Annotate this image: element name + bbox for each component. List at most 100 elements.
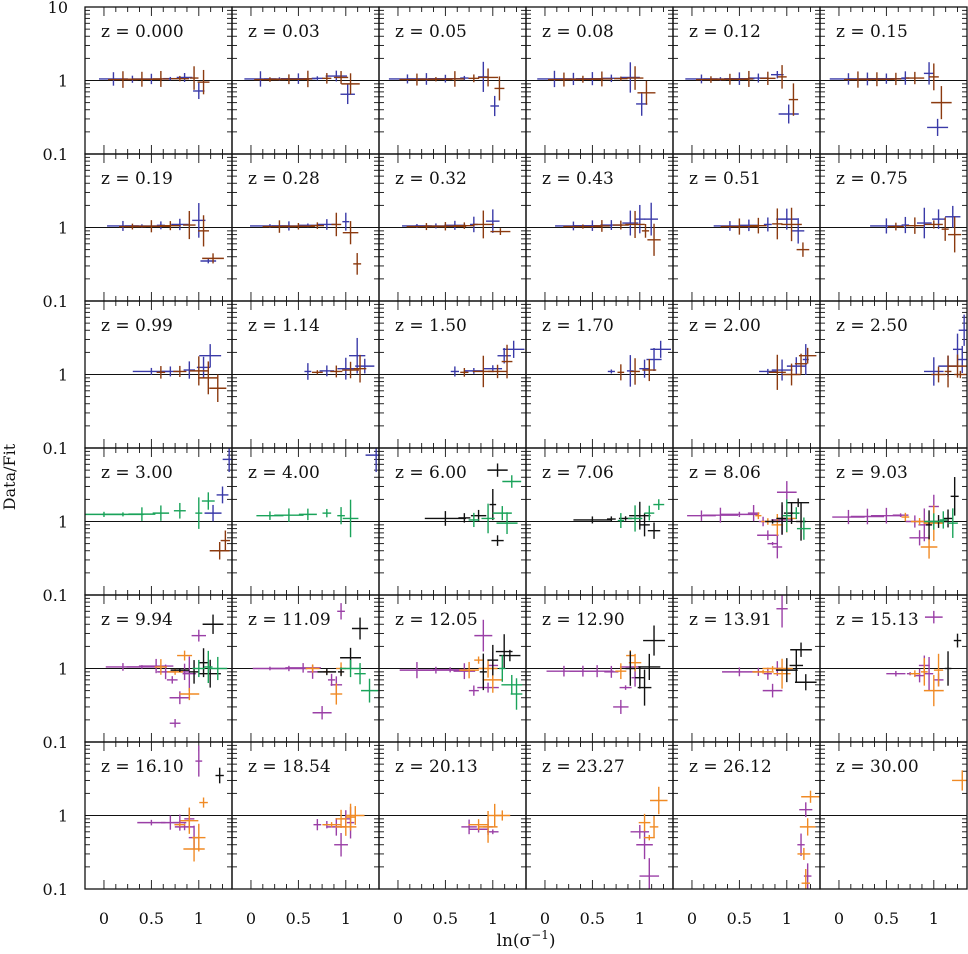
- data-point: [923, 675, 944, 707]
- data-point: [702, 507, 739, 523]
- y-tick-label: 1: [58, 513, 68, 532]
- y-tick-labels: 10 1 0.1 1 0.1 1 0.1 1 0.1 1 0.1 1 0.1: [43, 0, 68, 899]
- data-point: [797, 847, 811, 860]
- data-point: [199, 344, 222, 368]
- data-point: [166, 676, 178, 684]
- panel: z = 0.08: [525, 6, 674, 155]
- data-point: [762, 666, 783, 671]
- panel-ticks: [379, 6, 526, 155]
- data-point: [183, 361, 196, 379]
- x-tick-label: 0: [393, 909, 403, 928]
- data-point: [281, 222, 315, 230]
- x-tick-label: 1: [194, 909, 204, 928]
- data-point: [487, 463, 508, 477]
- data-point: [619, 685, 632, 690]
- data-point: [339, 659, 362, 678]
- panel: z = 18.54: [231, 741, 380, 890]
- data-point: [625, 651, 636, 686]
- panel-data: [829, 62, 952, 136]
- data-point: [180, 807, 199, 834]
- panel: z = 30.00: [819, 741, 968, 890]
- panel: z = 9.03: [819, 447, 968, 596]
- y-tick-label: 1: [58, 807, 68, 826]
- data-point: [916, 207, 932, 239]
- panel-data: [250, 212, 362, 275]
- data-point: [626, 66, 644, 90]
- x-tick-label: 1: [488, 909, 498, 928]
- data-point: [614, 76, 628, 81]
- data-point: [496, 512, 518, 535]
- data-point: [174, 822, 186, 827]
- data-point: [472, 210, 494, 239]
- panel-label: z = 0.12: [689, 22, 761, 42]
- data-point: [199, 797, 208, 808]
- panel: z = 9.94: [84, 594, 233, 743]
- panel-ticks: [673, 447, 820, 596]
- panel: z = 12.90: [525, 594, 674, 743]
- data-point: [613, 699, 629, 714]
- data-point: [340, 84, 355, 105]
- panel: z = 0.12: [672, 6, 821, 155]
- data-point: [637, 80, 656, 105]
- data-point: [192, 823, 206, 852]
- data-point: [924, 610, 943, 624]
- panel-label: z = 0.03: [248, 22, 320, 42]
- panel-ticks: [379, 153, 526, 302]
- panel-data: [630, 786, 668, 889]
- panel: z = 2.50: [819, 300, 968, 449]
- data-point: [792, 218, 805, 244]
- y-tick-label: 0.1: [43, 292, 68, 311]
- panel-label: z = 1.50: [395, 316, 467, 336]
- panel-label: z = 7.06: [542, 463, 614, 483]
- y-tick-label: 1: [58, 219, 68, 238]
- data-point: [342, 499, 359, 538]
- panel-data: [924, 314, 967, 388]
- panel: z = 1.50: [378, 300, 527, 449]
- panel-data: [107, 203, 224, 264]
- panel-label: z = 4.00: [248, 463, 320, 483]
- panel-label: z = 0.28: [248, 169, 320, 189]
- data-point: [342, 361, 359, 379]
- data-point: [478, 659, 498, 678]
- panel-ticks: [232, 6, 379, 155]
- panel-label: z = 1.14: [248, 316, 320, 336]
- panel-label: z = 13.91: [689, 610, 772, 630]
- panel-label: z = 15.13: [836, 610, 919, 630]
- panel-label: z = 9.94: [101, 610, 173, 630]
- panel-data: [607, 340, 671, 387]
- data-point: [488, 364, 507, 379]
- data-point: [776, 208, 798, 230]
- data-point: [639, 858, 660, 889]
- data-point: [781, 207, 802, 242]
- data-point: [460, 368, 469, 377]
- data-point: [459, 661, 479, 679]
- data-point: [957, 345, 967, 374]
- data-point: [342, 212, 350, 231]
- panel-label: z = 0.08: [542, 22, 614, 42]
- panel-data: [546, 625, 665, 714]
- data-point: [752, 670, 774, 674]
- data-point: [765, 519, 781, 524]
- data-point: [200, 258, 217, 264]
- panel-label: z = 2.00: [689, 316, 761, 336]
- data-point: [925, 510, 933, 540]
- x-tick-label: 0.5: [874, 909, 899, 928]
- data-point: [948, 216, 962, 253]
- panel-label: z = 0.51: [689, 169, 761, 189]
- data-point: [850, 508, 885, 525]
- panel-data: [722, 595, 817, 698]
- data-point: [137, 819, 166, 826]
- panel: z = 2.00: [672, 300, 821, 449]
- data-point: [859, 72, 895, 87]
- x-tick-label: 1: [782, 909, 792, 928]
- data-point: [630, 358, 640, 385]
- data-point: [154, 659, 167, 675]
- data-point: [335, 817, 357, 836]
- data-point: [643, 834, 655, 841]
- data-point: [945, 205, 961, 228]
- panel-label: z = 12.90: [542, 610, 625, 630]
- panel-data: [256, 448, 379, 538]
- data-point: [787, 498, 810, 508]
- data-point: [201, 492, 215, 510]
- data-point: [931, 366, 946, 383]
